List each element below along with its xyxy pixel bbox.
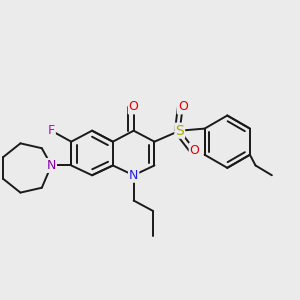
Text: N: N — [129, 169, 138, 182]
Text: O: O — [178, 100, 188, 113]
Text: O: O — [190, 143, 200, 157]
Text: N: N — [46, 159, 56, 172]
Text: S: S — [175, 124, 184, 138]
Text: O: O — [129, 100, 139, 113]
Text: F: F — [48, 124, 55, 137]
